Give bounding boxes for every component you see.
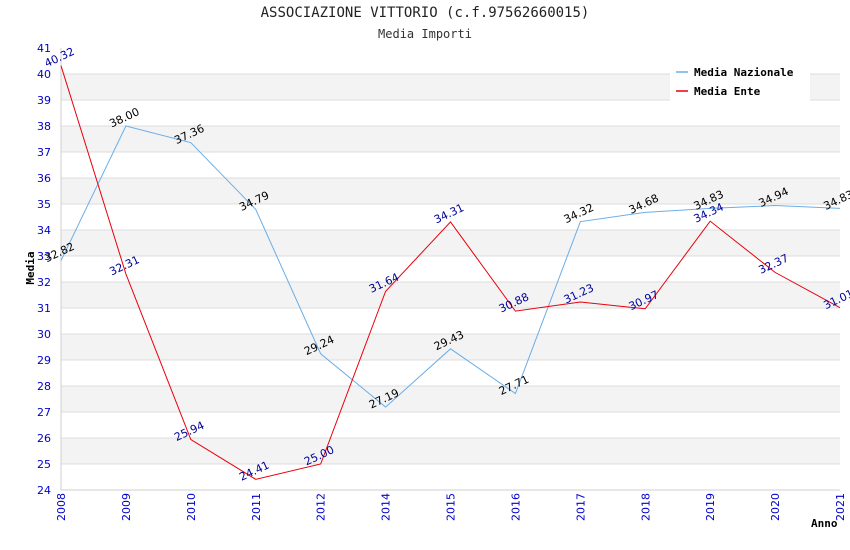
y-tick-label: 34 xyxy=(37,224,51,237)
x-tick-label: 2021 xyxy=(834,493,847,521)
x-tick-label: 2019 xyxy=(704,493,717,521)
grid-band xyxy=(61,360,840,386)
y-tick-labels: 24 25 26 27 28 29 30 31 32 33 34 35 36 37 38 39 40 41 xyxy=(37,42,51,497)
series-line-media-ente xyxy=(60,65,841,480)
axes xyxy=(60,48,840,491)
y-tick-label: 35 xyxy=(37,198,51,211)
x-tick-label: 2016 xyxy=(509,493,522,521)
y-tick-label: 40 xyxy=(37,68,51,81)
chart-title: ASSOCIAZIONE VITTORIO (c.f.97562660015) xyxy=(260,5,590,21)
grid-band xyxy=(61,334,840,360)
grid-band xyxy=(61,178,840,204)
y-tick-label: 38 xyxy=(37,120,51,133)
y-tick-label: 26 xyxy=(37,432,51,445)
grid-band xyxy=(61,464,840,490)
chart-subtitle: Media Importi xyxy=(378,27,472,41)
grid-band xyxy=(61,386,840,412)
y-tick-label: 25 xyxy=(37,458,51,471)
x-tick-label: 2012 xyxy=(315,493,328,521)
x-tick-label: 2010 xyxy=(185,493,198,521)
x-tick-label: 2020 xyxy=(769,493,782,521)
y-tick-label: 33 xyxy=(37,250,51,263)
grid-band xyxy=(61,230,840,256)
x-axis-label: Anno xyxy=(811,517,838,530)
x-tick-label: 2011 xyxy=(250,493,263,521)
y-tick-label: 29 xyxy=(37,354,51,367)
grid-band xyxy=(61,438,840,464)
grid-band xyxy=(61,152,840,178)
y-tick-label: 41 xyxy=(37,42,51,55)
series-line-media-nazionale xyxy=(60,125,841,408)
x-tick-label: 2008 xyxy=(55,493,68,521)
grid-band xyxy=(61,126,840,152)
x-tick-labels: 2008 2009 2010 2011 2012 2014 2015 2016 2017 2018… xyxy=(55,493,847,521)
y-tick-label: 27 xyxy=(37,406,51,419)
y-tick-label: 30 xyxy=(37,328,51,341)
series-lines xyxy=(60,65,841,480)
x-tick-label: 2014 xyxy=(380,493,393,521)
grid-band xyxy=(61,100,840,126)
y-tick-label: 32 xyxy=(37,276,51,289)
y-tick-label: 28 xyxy=(37,380,51,393)
x-tick-label: 2009 xyxy=(120,493,133,521)
y-tick-label: 31 xyxy=(37,302,51,315)
x-tick-label: 2015 xyxy=(445,493,458,521)
legend-box xyxy=(670,60,810,102)
y-tick-label: 39 xyxy=(37,94,51,107)
y-tick-label: 37 xyxy=(37,146,51,159)
grid-band xyxy=(61,256,840,282)
grid-band xyxy=(61,412,840,438)
x-tick-label: 2017 xyxy=(574,493,587,521)
grid-band xyxy=(61,282,840,308)
grid-band xyxy=(61,308,840,334)
y-axis-label: Media xyxy=(24,251,37,284)
x-tick-label: 2018 xyxy=(639,493,652,521)
y-tick-label: 24 xyxy=(37,484,51,497)
grid-bands xyxy=(61,48,840,491)
legend: Media Nazionale Media Ente xyxy=(670,60,810,102)
legend-label: Media Nazionale xyxy=(694,66,794,79)
legend-label: Media Ente xyxy=(694,85,761,98)
y-tick-label: 36 xyxy=(37,172,51,185)
